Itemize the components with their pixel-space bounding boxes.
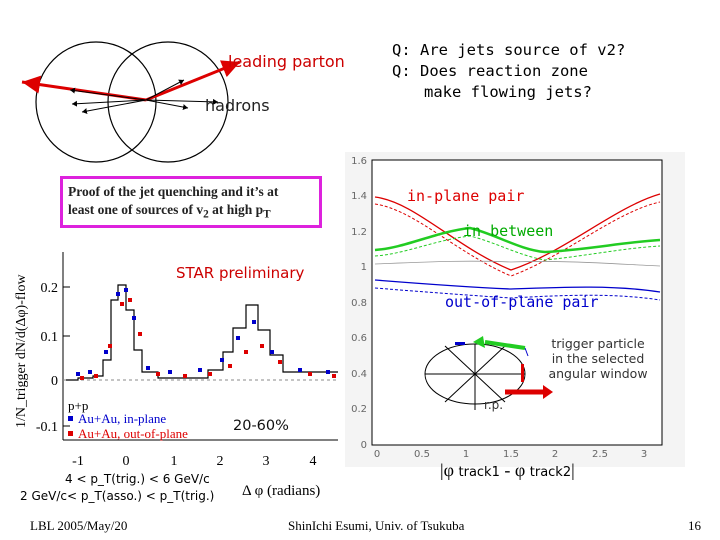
inbetween-label: in between [463,222,554,240]
centrality-label: 20-60% [233,418,289,434]
left-xtick: 1 [171,454,178,469]
proof-box: Proof of the jet quenching and it’s at l… [60,176,322,228]
legend-inplane: Au+Au, in-plane [78,411,166,426]
right-xtick: 3 [641,449,647,460]
hadrons-label: hadrons [205,96,270,115]
parton-arrow-right [145,60,241,102]
trigger-description: trigger particle in the selected angular… [548,336,648,381]
left-xtick: 4 [310,454,317,469]
footer-author: ShinIchi Esumi, Univ. of Tsukuba [288,518,465,533]
inplane-curve [374,193,661,271]
trigger-pt-cut: 4 < p_T(trig.) < 6 GeV/c [65,472,210,486]
right-xtick: 1 [463,449,469,460]
question-line-2: Q: Does reaction zone [392,62,588,80]
hadron-arrow [145,79,185,101]
legend-outplane: Au+Au, out-of-plane [78,426,188,441]
page-number: 16 [688,518,701,533]
right-ytick: 0.2 [351,404,367,415]
right-ytick: 0.6 [351,333,367,344]
right-ytick: 1.4 [351,191,367,202]
left-xtick: 2 [217,454,224,469]
left-xlabel: Δ φ (radians) [242,483,321,499]
inbetween-curve [374,226,661,254]
right-ytick: 0.4 [351,369,367,380]
left-xtick: 3 [263,454,270,469]
inplane-label: in-plane pair [407,187,525,205]
leading-parton-label: leading parton [228,52,345,71]
left-ytick: 0.2 [41,281,59,296]
questions-block: Q: Are jets source of v2? Q: Does reacti… [392,40,712,103]
right-xtick: 0 [374,449,380,460]
right-xtick: 1.5 [503,449,519,460]
jet-cartoon-diagram [21,41,241,163]
hadron-arrow [145,99,189,111]
right-xtick: 2 [552,449,558,460]
inbetween-curve-dashed [374,235,661,261]
question-line-1: Q: Are jets source of v2? [392,41,626,59]
right-xtick: 0.5 [414,449,430,460]
hadron-arrow [145,98,219,105]
right-ytick: 1.6 [351,156,367,167]
hadron-arrow [71,99,147,107]
right-ytick: 0 [361,440,367,451]
trigger-arrow [484,340,526,350]
bottom-curve [374,260,661,267]
left-ylabel: 1/N_trigger dN/d(Δφ)-flow [14,274,29,428]
left-xtick: -1 [72,454,84,469]
legend-pp: p+p [68,398,88,413]
left-ytick: -0.1 [36,420,58,435]
outplane-points [80,298,336,380]
pp-histogram [66,284,338,381]
outplane-curve-dashed [374,287,661,301]
reaction-plane-label: r.p. [484,398,504,412]
outplane-curve [374,279,661,293]
hadron-arrow [69,87,147,101]
modulation-plot: 1.6 1.4 1.2 1 0.8 0.6 0.4 0.2 0 0 0.5 1 … [345,152,685,467]
inplane-points [76,288,330,376]
right-ytick: 0.8 [351,298,367,309]
proof-line-2: least one of sources of v2 at high pT [68,202,271,221]
right-ytick: 1 [361,262,367,273]
proof-line-1: Proof of the jet quenching and it’s at [68,184,279,199]
hadron-arrow [81,99,147,115]
right-ytick: 1.2 [351,227,367,238]
right-xtick: 2.5 [592,449,608,460]
left-ytick: 0 [51,374,58,389]
star-preliminary-label: STAR preliminary [176,264,305,282]
question-line-3: make flowing jets? [424,83,592,101]
right-xlabel: |φ track1 - φ track2| [440,460,575,480]
associated-pt-cut: 2 GeV/c< p_T(asso.) < p_T(trig.) [20,489,215,503]
outplane-label: out-of-plane pair [445,293,599,311]
inplane-curve-dashed [374,201,661,277]
left-ytick: 0.1 [41,330,59,345]
left-xtick: 0 [123,454,130,469]
correlation-plot: 1/N_trigger dN/d(Δφ)-flow 0.2 0.1 0 -0.1… [14,252,338,469]
footer-date: LBL 2005/May/20 [30,518,128,533]
